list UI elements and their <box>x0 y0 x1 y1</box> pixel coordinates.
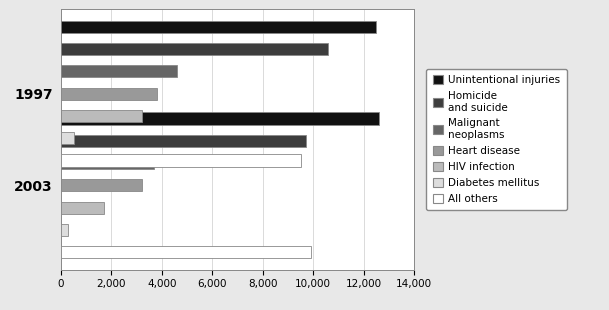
Bar <box>61 202 104 214</box>
Bar <box>61 113 379 125</box>
Bar <box>61 224 68 236</box>
Bar <box>61 157 154 169</box>
Bar <box>61 132 74 144</box>
Bar <box>61 88 157 100</box>
Bar <box>61 110 142 122</box>
Bar <box>61 154 301 166</box>
Bar <box>61 179 142 191</box>
Legend: Unintentional injuries, Homicide
and suicide, Malignant
neoplasms, Heart disease: Unintentional injuries, Homicide and sui… <box>426 69 566 210</box>
Bar <box>61 135 306 147</box>
Bar <box>61 65 177 78</box>
Bar <box>61 21 376 33</box>
Bar <box>61 246 311 258</box>
Bar <box>61 43 328 55</box>
